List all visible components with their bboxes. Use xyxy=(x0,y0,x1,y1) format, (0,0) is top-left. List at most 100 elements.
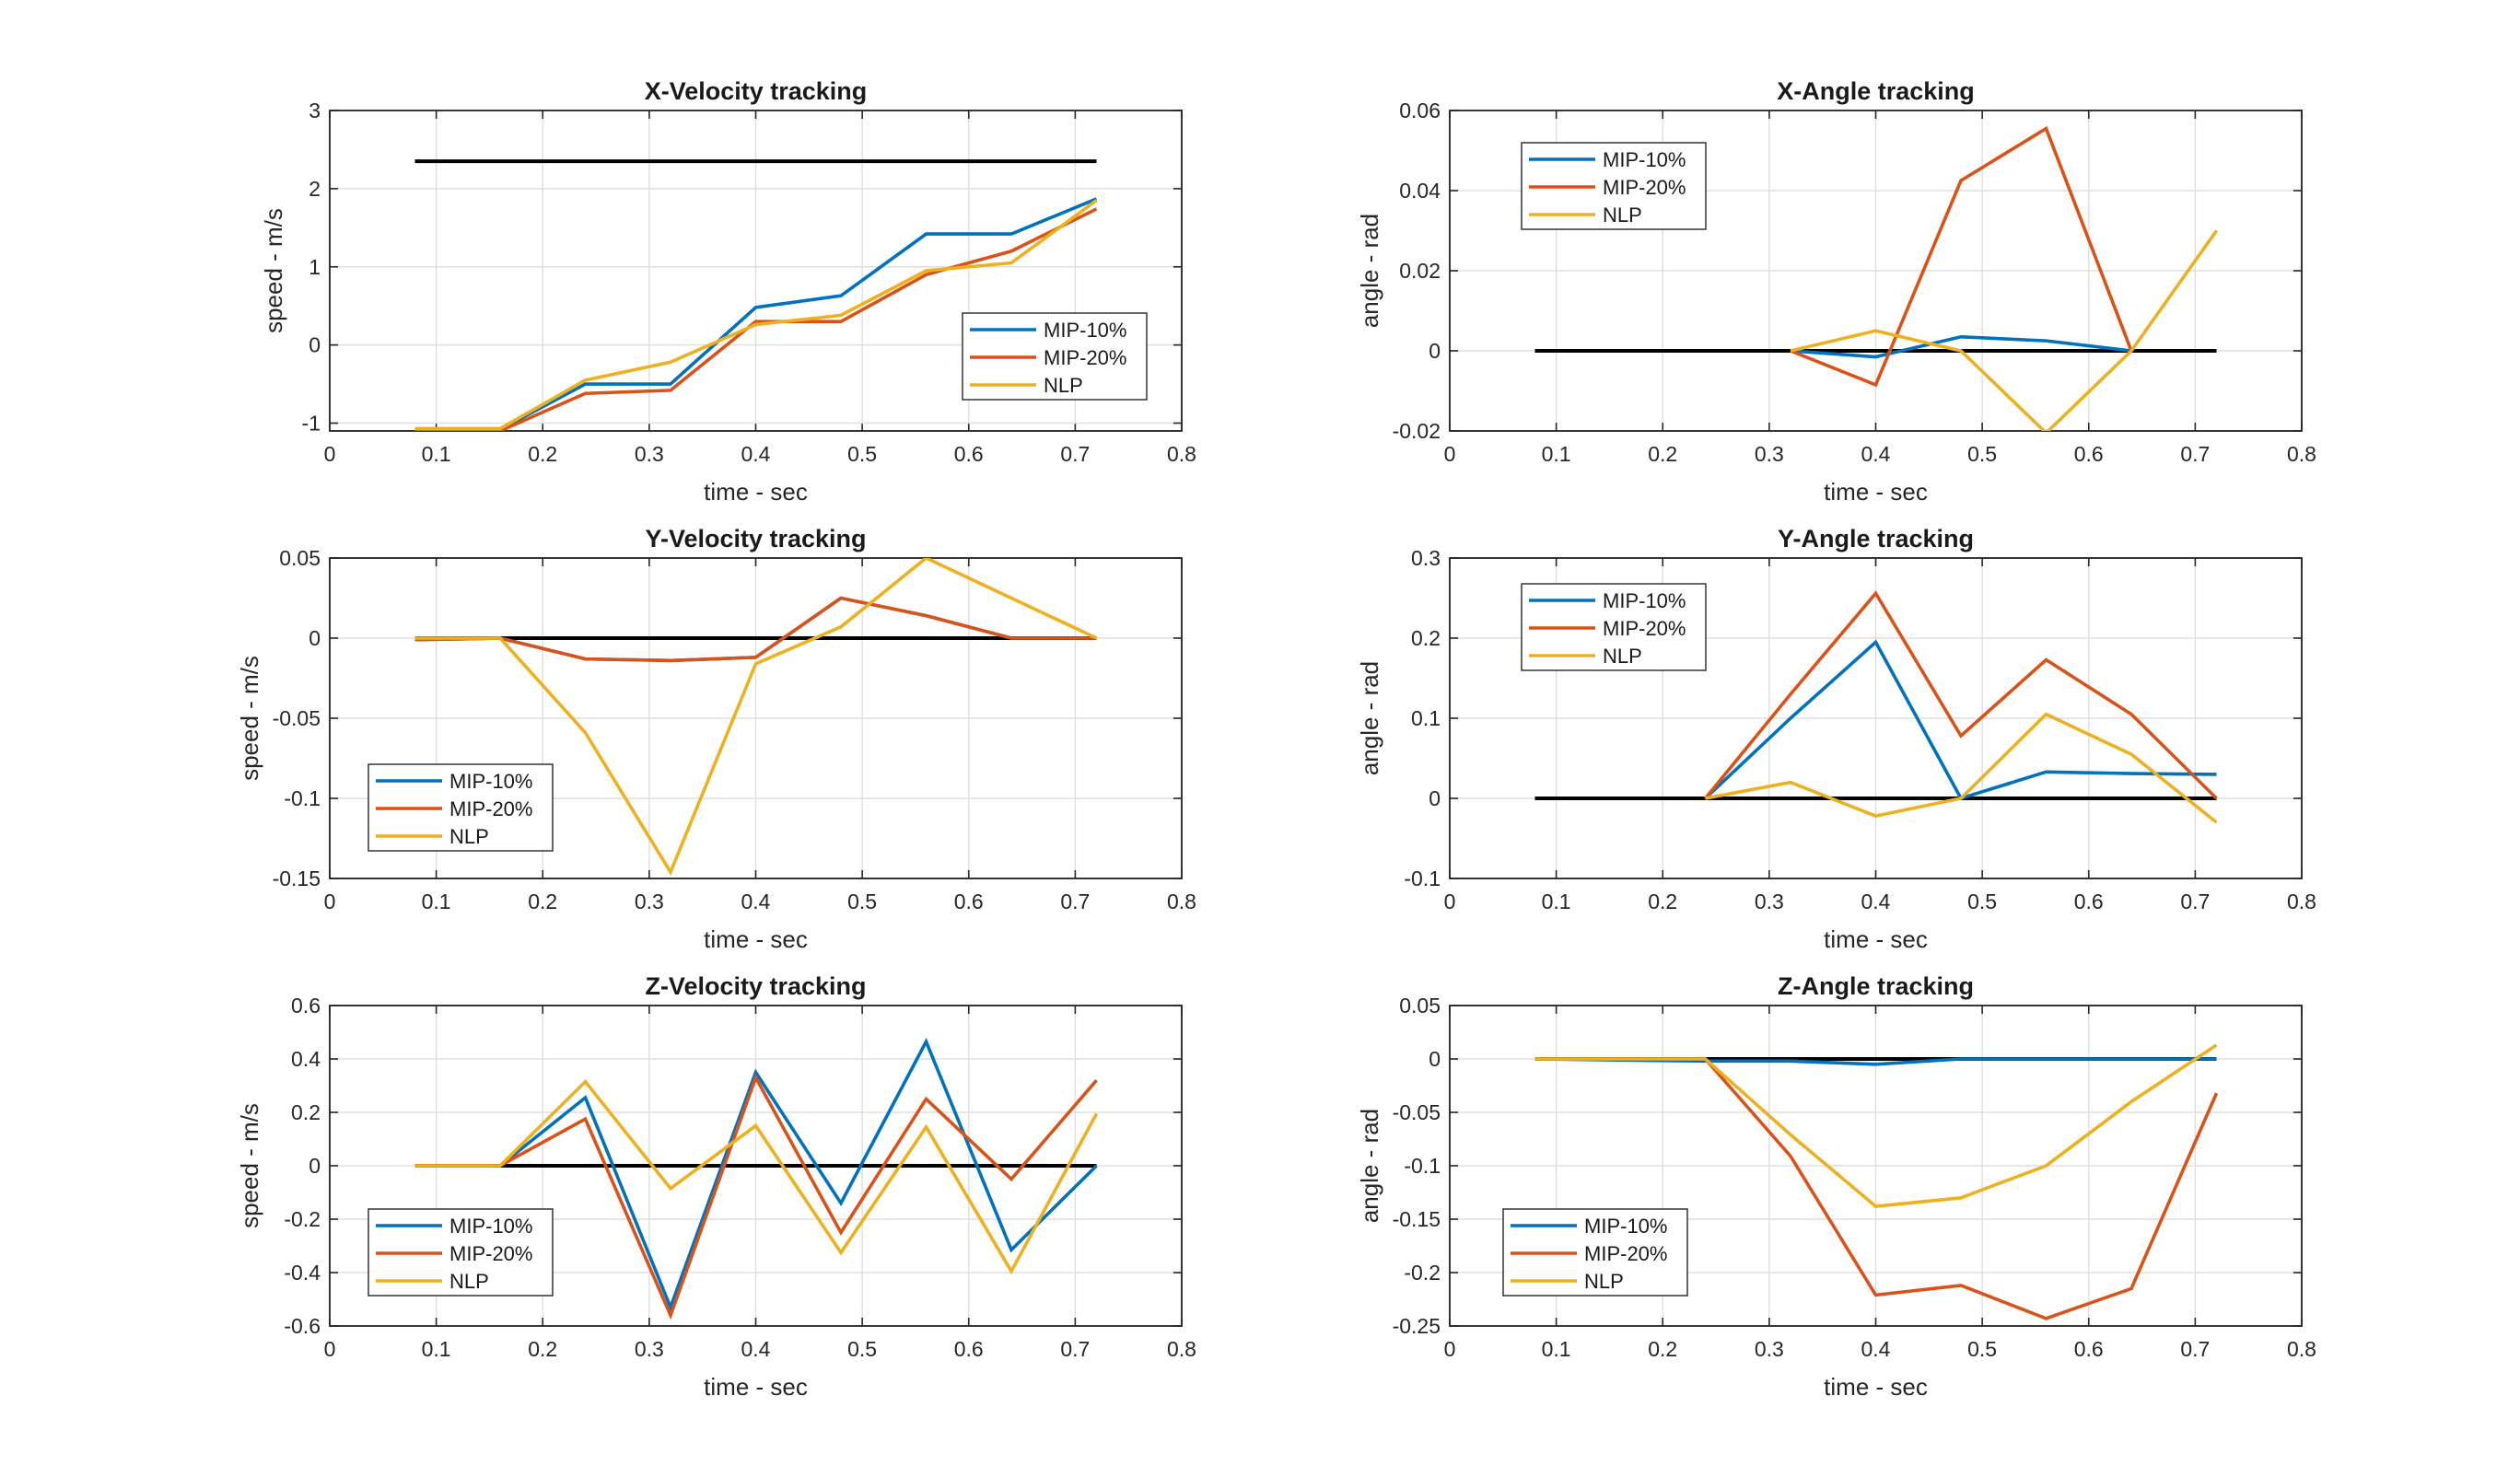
series-line-mip-10pct xyxy=(1790,334,2132,359)
chart-title: Z-Velocity tracking xyxy=(645,972,866,1000)
plot-frame xyxy=(1449,110,2303,432)
x-tick-label: 0.7 xyxy=(2180,890,2210,913)
legend: MIP-10% MIP-20% NLP xyxy=(368,1208,554,1297)
x-tick-label: 0.4 xyxy=(1861,1337,1891,1361)
x-tick-label: 0.3 xyxy=(635,442,664,466)
legend-label: MIP-20% xyxy=(1603,617,1686,640)
y-tick-label: -0.05 xyxy=(273,706,321,730)
legend-label: MIP-10% xyxy=(1044,319,1126,342)
x-tick-label: 0.5 xyxy=(847,1337,877,1361)
y-tick-label: -1 xyxy=(302,412,321,436)
y-tick-label: 0.05 xyxy=(279,546,321,570)
y-tick-label: 0.05 xyxy=(1399,994,1441,1018)
subplot-y-angle-tracking: 0 0.1 0.2 0.3 0.4 0.5 0.6 0.7 0.8-0.100.10.20.3Y… xyxy=(1356,525,2316,953)
x-tick-label: 0 xyxy=(1444,890,1456,913)
x-tick-label: 0 xyxy=(1444,442,1456,466)
y-tick-label: -0.15 xyxy=(273,866,321,890)
legend: MIP-10% MIP-20% NLP xyxy=(1502,1208,1688,1297)
series-line-nlp xyxy=(1790,229,2218,431)
x-tick-label: 0.8 xyxy=(2287,442,2316,466)
x-tick-label: 0 xyxy=(324,1337,336,1361)
legend-label: NLP xyxy=(1603,645,1642,668)
x-tick-label: 0.1 xyxy=(1542,442,1571,466)
legend-label: MIP-20% xyxy=(1603,176,1686,199)
legend-label: MIP-10% xyxy=(449,1215,532,1238)
x-tick-label: 0.5 xyxy=(1967,890,1997,913)
x-axis-label: time - sec xyxy=(704,925,808,953)
y-tick-label: -0.25 xyxy=(1393,1314,1441,1338)
y-tick-label: -0.05 xyxy=(1393,1100,1441,1124)
x-tick-label: 0.5 xyxy=(847,890,877,913)
legend-label: MIP-20% xyxy=(449,1242,532,1265)
legend-label: MIP-20% xyxy=(449,797,532,820)
x-tick-label: 0.8 xyxy=(1167,442,1196,466)
y-axis-label: angle - rad xyxy=(1356,214,1383,328)
legend-label: MIP-10% xyxy=(449,770,532,793)
x-tick-label: 0.8 xyxy=(1167,890,1196,913)
data-lines xyxy=(414,1037,1099,1320)
x-tick-label: 0.4 xyxy=(741,442,771,466)
plot-frame xyxy=(1449,557,2303,879)
x-tick-label: 0.1 xyxy=(1542,890,1571,913)
x-tick-label: 0.6 xyxy=(2074,1337,2104,1361)
x-tick-label: 0.1 xyxy=(422,1337,451,1361)
x-tick-label: 0.1 xyxy=(422,442,451,466)
subplot-z-angle-tracking: 0 0.1 0.2 0.3 0.4 0.5 0.6 0.7 0.8 -0.25 -0.2 -0.15 -… xyxy=(1356,972,2316,1401)
subplot-x-velocity-tracking: 0 0.1 0.2 0.3 0.4 0.5 0.6 0.7 0.8-10123X-Velocit… xyxy=(260,77,1196,506)
y-tick-label: 0.1 xyxy=(1411,706,1441,730)
y-tick-label: 0.2 xyxy=(291,1100,321,1124)
x-tick-label: 0 xyxy=(324,890,336,913)
x-tick-label: 0.2 xyxy=(1648,442,1677,466)
x-tick-label: 0.5 xyxy=(1967,442,1997,466)
legend-label: MIP-20% xyxy=(1044,346,1126,369)
x-tick-label: 0.5 xyxy=(1967,1337,1997,1361)
legend: MIP-10% MIP-20% NLP xyxy=(1521,142,1707,230)
legend-label: NLP xyxy=(1044,374,1083,397)
y-tick-label: 0.04 xyxy=(1399,179,1441,203)
legend: MIP-10% MIP-20% NLP xyxy=(962,312,1148,401)
series-line-mip-10pct xyxy=(414,1037,1098,1312)
x-tick-label: 0 xyxy=(1444,1337,1456,1361)
data-lines xyxy=(414,159,1098,431)
y-tick-label: 0 xyxy=(1429,786,1441,810)
y-tick-label: -0.6 xyxy=(284,1314,321,1338)
x-tick-label: 0.1 xyxy=(422,890,451,913)
y-tick-label: -0.1 xyxy=(1404,866,1441,890)
x-tick-label: 0.8 xyxy=(1167,1337,1196,1361)
series-line-mip-20pct xyxy=(414,596,1097,663)
data-lines xyxy=(1534,1043,2219,1320)
x-tick-label: 0.3 xyxy=(1755,890,1784,913)
y-tick-label: -0.1 xyxy=(1404,1154,1441,1178)
plot-frame xyxy=(329,110,1183,432)
x-tick-label: 0.6 xyxy=(954,890,984,913)
legend-label: NLP xyxy=(449,825,489,848)
x-tick-label: 0.5 xyxy=(847,442,877,466)
series-line-nlp xyxy=(1534,1043,2218,1208)
legend-label: MIP-10% xyxy=(1584,1215,1667,1238)
y-tick-label: 0.6 xyxy=(291,994,321,1018)
y-tick-label: 0.06 xyxy=(1399,99,1441,122)
x-tick-label: 0.7 xyxy=(1060,442,1090,466)
y-tick-label: -0.2 xyxy=(1404,1261,1441,1285)
legend-label: NLP xyxy=(1603,204,1642,227)
y-tick-label: -0.02 xyxy=(1393,419,1441,443)
x-tick-label: 0.2 xyxy=(528,890,557,913)
series-line-nlp xyxy=(414,1078,1099,1275)
plot-frame xyxy=(329,557,1183,879)
y-tick-label: 0 xyxy=(309,1154,321,1178)
x-axis-label: time - sec xyxy=(1824,925,1928,953)
plot-frame xyxy=(1449,1005,2303,1327)
x-tick-label: 0.7 xyxy=(1060,890,1090,913)
x-tick-label: 0.3 xyxy=(1755,1337,1784,1361)
x-tick-label: 0.4 xyxy=(741,890,771,913)
y-tick-label: 2 xyxy=(309,177,321,201)
series-line-nlp xyxy=(414,199,1098,431)
x-tick-label: 0.7 xyxy=(1060,1337,1090,1361)
x-tick-label: 0.8 xyxy=(2287,1337,2316,1361)
y-tick-label: 0 xyxy=(1429,339,1441,363)
chart-title: Y-Angle tracking xyxy=(1778,525,1974,552)
y-tick-label: 0 xyxy=(309,626,321,650)
x-axis-label: time - sec xyxy=(704,478,808,506)
x-tick-label: 0.6 xyxy=(2074,890,2104,913)
